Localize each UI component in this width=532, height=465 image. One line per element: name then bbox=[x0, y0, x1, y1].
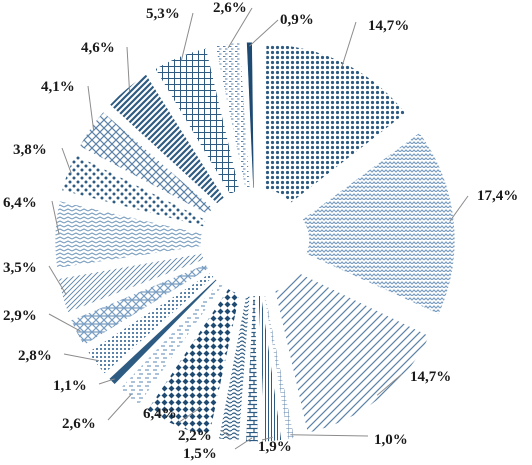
leader-line-4 bbox=[290, 434, 369, 437]
slice-label-6: 1,5% bbox=[183, 446, 217, 462]
pie-slice-4 bbox=[263, 294, 295, 440]
pie-slice-8 bbox=[146, 288, 241, 437]
pie-slice-20 bbox=[246, 41, 255, 189]
leader-line-15 bbox=[61, 147, 72, 174]
slice-label-4: 1,0% bbox=[374, 432, 408, 448]
pie-slice-2 bbox=[301, 132, 456, 315]
slice-label-17: 4,6% bbox=[81, 40, 115, 56]
pie-slice-7 bbox=[218, 294, 251, 442]
leader-lines bbox=[48, 7, 469, 450]
leader-line-16 bbox=[87, 85, 95, 131]
slice-label-5: 1,9% bbox=[258, 439, 292, 455]
leader-line-1 bbox=[341, 21, 357, 67]
pie-slice-19 bbox=[214, 42, 251, 190]
leader-line-19 bbox=[227, 7, 253, 49]
leader-line-12 bbox=[48, 313, 81, 332]
pie-slice-17 bbox=[109, 73, 225, 205]
leader-line-8 bbox=[178, 407, 201, 423]
slice-label-13: 3,5% bbox=[3, 260, 37, 276]
leader-line-18 bbox=[180, 12, 194, 61]
slice-label-20: 0,9% bbox=[280, 12, 314, 28]
slice-label-7: 2,2% bbox=[178, 428, 212, 444]
pie-slice-9 bbox=[119, 281, 224, 406]
leader-line-2 bbox=[449, 195, 469, 222]
leader-line-14 bbox=[51, 200, 60, 235]
slice-label-16: 4,1% bbox=[41, 79, 75, 95]
slice-label-15: 3,8% bbox=[13, 142, 47, 158]
pie-slice-6 bbox=[245, 295, 259, 443]
pie-slice-10 bbox=[108, 278, 218, 385]
pie-slice-11 bbox=[87, 272, 215, 375]
slice-label-10: 1,1% bbox=[53, 378, 87, 394]
pie-slice-13 bbox=[58, 252, 205, 313]
pie-slice-5 bbox=[257, 295, 282, 443]
leader-line-20 bbox=[249, 19, 279, 47]
slice-label-3: 14,7% bbox=[410, 369, 451, 385]
pie-slice-18 bbox=[154, 47, 241, 195]
leader-line-9 bbox=[107, 393, 132, 421]
slice-label-14: 6,4% bbox=[3, 195, 37, 211]
pie-slice-3 bbox=[274, 272, 430, 434]
slice-label-8: 6,4% bbox=[143, 406, 177, 422]
pie-slice-16 bbox=[79, 111, 214, 216]
slice-label-9: 2,6% bbox=[62, 416, 96, 432]
leader-line-10 bbox=[98, 378, 115, 385]
slice-labels: 14,7%17,4%14,7%1,0%1,9%1,5%2,2%6,4%2,6%1… bbox=[3, 0, 518, 462]
slice-label-18: 5,3% bbox=[146, 6, 180, 22]
slice-label-2: 17,4% bbox=[477, 188, 518, 204]
slice-label-11: 2,8% bbox=[18, 348, 52, 364]
pie-slice-12 bbox=[70, 263, 209, 346]
leader-line-11 bbox=[63, 353, 100, 362]
leader-line-7 bbox=[221, 430, 230, 437]
leader-line-13 bbox=[48, 265, 67, 295]
slice-label-19: 2,6% bbox=[213, 0, 247, 16]
leader-line-17 bbox=[126, 46, 131, 92]
slice-label-12: 2,9% bbox=[3, 308, 37, 324]
leader-line-5 bbox=[261, 436, 273, 441]
leader-line-6 bbox=[234, 437, 253, 450]
pie-slices bbox=[54, 41, 456, 443]
pie-slice-14 bbox=[54, 200, 203, 269]
slice-label-1: 14,7% bbox=[368, 18, 409, 34]
pie-slice-1 bbox=[263, 43, 407, 204]
leader-line-3 bbox=[376, 373, 403, 396]
pie-slice-15 bbox=[61, 154, 207, 227]
